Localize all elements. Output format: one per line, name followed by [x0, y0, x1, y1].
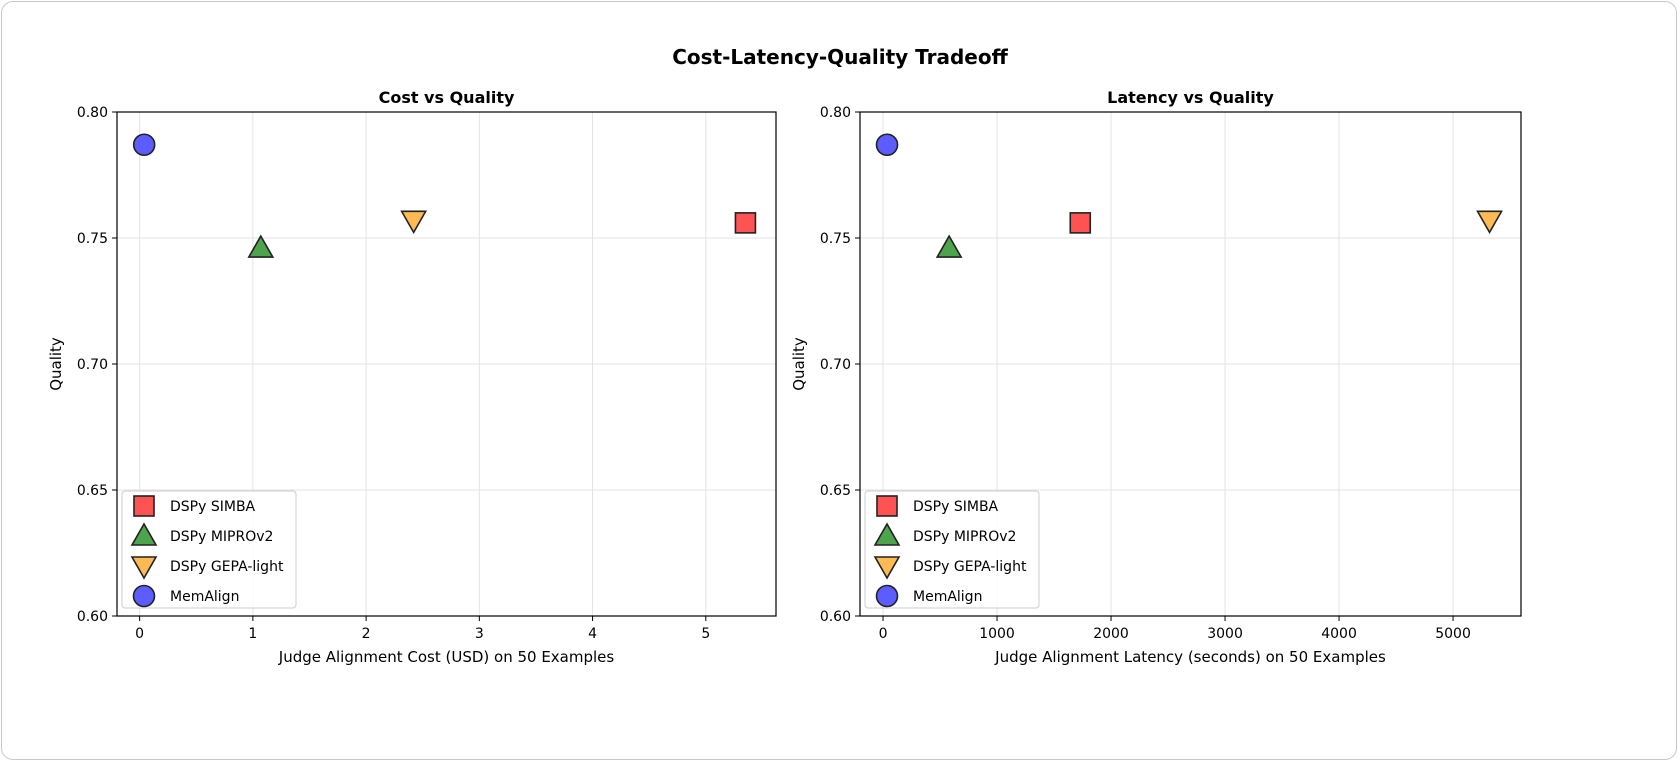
x-tick-label: 1: [248, 626, 257, 642]
data-point-memalign: [132, 133, 156, 157]
legend-marker: [133, 495, 155, 517]
data-point-dspy-gepa-light: [400, 210, 428, 234]
subplot-title: Latency vs Quality: [1107, 88, 1274, 107]
legend-marker: [873, 556, 901, 580]
x-axis-label: Judge Alignment Latency (seconds) on 50 …: [994, 648, 1386, 666]
axes-frame: [859, 111, 1522, 617]
legend-box: [121, 490, 297, 609]
y-tick-label: 0.75: [820, 231, 851, 247]
data-point-dspy-miprov2: [935, 234, 963, 258]
axes-frame: [116, 111, 777, 617]
legend-marker: [132, 584, 156, 608]
x-tick-label: 5000: [1435, 626, 1471, 642]
figure-title: Cost-Latency-Quality Tradeoff: [672, 45, 1008, 69]
legend-label: MemAlign: [913, 589, 982, 605]
x-tick-label: 0: [135, 626, 144, 642]
legend-box: [864, 490, 1040, 609]
legend-label: DSPy SIMBA: [170, 499, 256, 515]
y-tick-label: 0.80: [820, 105, 851, 121]
x-tick-label: 2: [362, 626, 371, 642]
legend-label: DSPy GEPA-light: [913, 559, 1027, 575]
data-point-dspy-miprov2: [247, 234, 275, 258]
legend-marker: [873, 522, 901, 546]
x-tick-label: 5: [701, 626, 710, 642]
y-tick-label: 0.65: [820, 483, 851, 499]
y-tick-label: 0.65: [77, 483, 108, 499]
y-tick-label: 0.60: [820, 609, 851, 625]
legend-label: DSPy SIMBA: [913, 499, 999, 515]
x-tick-label: 3000: [1207, 626, 1243, 642]
x-tick-label: 4000: [1321, 626, 1357, 642]
legend-marker: [875, 584, 899, 608]
y-axis-label: Quality: [47, 337, 65, 391]
subplot-title: Cost vs Quality: [379, 88, 515, 107]
legend-label: MemAlign: [170, 589, 239, 605]
subplot-1: 0 1 2 3 4 5 0.60 0.65 0.70 0.75 0.80 Cost vs Qualit…: [47, 88, 777, 666]
y-tick-label: 0.70: [77, 357, 108, 373]
legend-label: DSPy MIPROv2: [913, 529, 1016, 545]
legend-marker: [130, 556, 158, 580]
data-point-dspy-simba: [1069, 212, 1092, 234]
legend: DSPy SIMBA DSPy MIPROv2 DSPy GEPA-light Mem…: [121, 490, 297, 609]
y-tick-label: 0.75: [77, 231, 108, 247]
y-axis-label: Quality: [790, 337, 808, 391]
data-point-memalign: [875, 133, 899, 157]
y-tick-label: 0.80: [77, 105, 108, 121]
y-tick-label: 0.70: [820, 357, 851, 373]
x-tick-label: 1000: [979, 626, 1015, 642]
legend-marker: [130, 522, 158, 546]
x-tick-label: 3: [475, 626, 484, 642]
legend: DSPy SIMBA DSPy MIPROv2 DSPy GEPA-light Mem…: [864, 490, 1040, 609]
x-tick-label: 2000: [1093, 626, 1129, 642]
subplot-2: 0 1000 2000 3000 4000 5000 0.60 0.65 0.70 0.75 0.8…: [790, 88, 1522, 666]
legend-marker: [876, 495, 898, 517]
legend-label: DSPy GEPA-light: [170, 559, 284, 575]
data-point-dspy-simba: [734, 212, 757, 234]
legend-label: DSPy MIPROv2: [170, 529, 273, 545]
x-axis-label: Judge Alignment Cost (USD) on 50 Example…: [278, 648, 615, 666]
x-tick-label: 0: [879, 626, 888, 642]
x-tick-label: 4: [588, 626, 597, 642]
data-point-dspy-gepa-light: [1476, 210, 1503, 234]
y-tick-label: 0.60: [77, 609, 108, 625]
